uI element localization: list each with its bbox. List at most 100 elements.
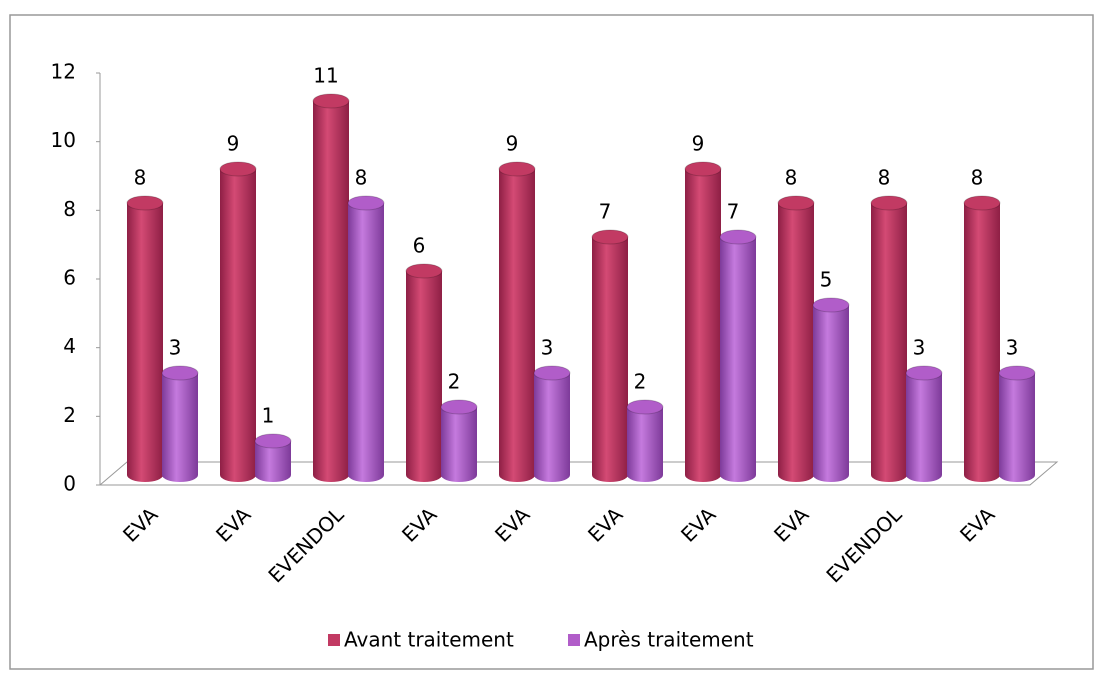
bar-body: [348, 203, 384, 482]
bar-top: [591, 229, 629, 245]
bar-body: [534, 373, 570, 482]
bar: [312, 93, 350, 482]
x-tick-label: EVENDOL: [821, 502, 907, 588]
bar-body: [406, 271, 442, 482]
data-label: 9: [227, 132, 240, 156]
bar-top: [161, 365, 199, 381]
bar-top: [719, 229, 757, 245]
data-label: 9: [692, 132, 705, 156]
bar: [591, 229, 629, 482]
bar-body: [999, 373, 1035, 482]
bar: [533, 365, 571, 482]
bar: [219, 161, 257, 482]
legend-label: Après traitement: [584, 628, 754, 652]
bar-top: [126, 195, 164, 211]
bar-top: [870, 195, 908, 211]
bar-top: [963, 195, 1001, 211]
y-tick-label: 6: [63, 266, 76, 290]
bar-top: [812, 297, 850, 313]
bar-body: [964, 203, 1000, 482]
data-label: 5: [820, 268, 833, 292]
bar-body: [778, 203, 814, 482]
bar-body: [813, 305, 849, 482]
data-label: 8: [785, 166, 798, 190]
bar: [126, 195, 164, 482]
bar-body: [592, 237, 628, 482]
bar-top: [777, 195, 815, 211]
y-tick-label: 8: [63, 197, 76, 221]
bar: [161, 365, 199, 482]
bar-top: [905, 365, 943, 381]
data-label: 3: [913, 336, 926, 360]
data-label: 3: [169, 336, 182, 360]
bar-body: [906, 373, 942, 482]
legend-swatch: [568, 634, 580, 646]
bar-top: [347, 195, 385, 211]
bar-body: [255, 441, 291, 482]
bar-top: [312, 93, 350, 109]
bar: [870, 195, 908, 482]
data-label: 6: [413, 234, 426, 258]
bar: [405, 263, 443, 482]
bar-top: [533, 365, 571, 381]
data-label: 2: [634, 370, 647, 394]
data-label: 2: [448, 370, 461, 394]
frame: [9, 14, 1094, 670]
y-tick-label: 0: [63, 472, 76, 496]
bar: [719, 229, 757, 482]
data-label: 8: [355, 166, 368, 190]
data-label: 8: [134, 166, 147, 190]
x-tick-label: EVENDOL: [263, 502, 349, 588]
bar: [812, 297, 850, 482]
bar-body: [127, 203, 163, 482]
x-tick-label: EVA: [490, 502, 535, 547]
bar: [254, 433, 292, 482]
x-tick-label: EVA: [955, 502, 1000, 547]
bar: [498, 161, 536, 482]
data-label: 3: [1006, 336, 1019, 360]
bar-body: [685, 169, 721, 482]
legend-label: Avant traitement: [344, 628, 514, 652]
bar-top: [405, 263, 443, 279]
y-tick-label: 4: [63, 334, 76, 358]
bar-top: [684, 161, 722, 177]
y-tick-label: 2: [63, 403, 76, 427]
data-label: 8: [878, 166, 891, 190]
x-tick-label: EVA: [676, 502, 721, 547]
bar-top: [998, 365, 1036, 381]
x-tick-label: EVA: [583, 502, 628, 547]
bar-top: [440, 399, 478, 415]
bar-body: [313, 101, 349, 482]
bar: [347, 195, 385, 482]
data-label: 7: [727, 200, 740, 224]
bar-top: [498, 161, 536, 177]
bar: [440, 399, 478, 482]
data-label: 3: [541, 336, 554, 360]
bar-body: [720, 237, 756, 482]
y-tick-label: 12: [51, 60, 76, 84]
bar-body: [499, 169, 535, 482]
bar: [905, 365, 943, 482]
data-label: 9: [506, 132, 519, 156]
data-label: 7: [599, 200, 612, 224]
bar-top: [254, 433, 292, 449]
data-label: 8: [971, 166, 984, 190]
x-tick-label: EVA: [118, 502, 163, 547]
bar-top: [219, 161, 257, 177]
bar-body: [162, 373, 198, 482]
bar: [626, 399, 664, 482]
bar-top: [626, 399, 664, 415]
bar: [777, 195, 815, 482]
x-tick-label: EVA: [397, 502, 442, 547]
y-tick-label: 10: [51, 128, 76, 152]
legend-swatch: [328, 634, 340, 646]
bar-body: [871, 203, 907, 482]
bar-body: [441, 407, 477, 482]
bar-body: [220, 169, 256, 482]
bar: [963, 195, 1001, 482]
bar: [684, 161, 722, 482]
data-label: 11: [313, 64, 338, 88]
data-label: 1: [262, 404, 275, 428]
x-tick-label: EVA: [769, 502, 814, 547]
